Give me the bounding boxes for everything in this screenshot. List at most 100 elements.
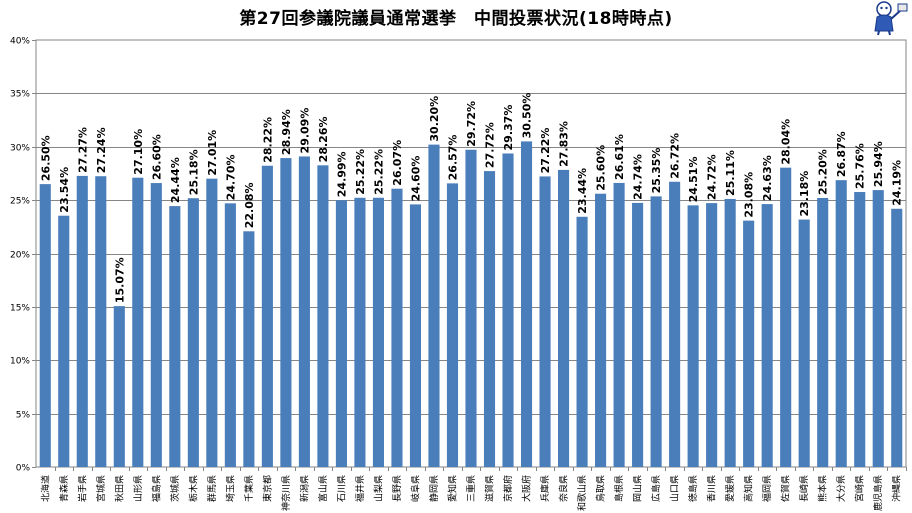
category-label: 福島県	[150, 475, 162, 502]
data-label: 29.09%	[298, 108, 311, 154]
category-label: 滋賀県	[484, 475, 496, 502]
data-label: 24.74%	[632, 154, 645, 200]
bar	[872, 190, 884, 467]
category-label: 鹿児島県	[872, 475, 884, 511]
data-label: 26.72%	[669, 133, 682, 179]
data-label: 27.10%	[132, 129, 145, 175]
y-tick-label: 40%	[10, 37, 30, 47]
bar	[354, 197, 366, 468]
data-label: 30.50%	[521, 93, 534, 139]
category-label: 大阪府	[521, 475, 533, 502]
bar	[132, 177, 144, 467]
data-label: 25.20%	[817, 149, 830, 195]
bar	[798, 219, 810, 467]
bar	[520, 141, 533, 467]
category-label: 福井県	[354, 475, 366, 502]
bar	[854, 192, 866, 467]
y-tick-label: 25%	[10, 197, 30, 207]
data-label: 24.60%	[409, 156, 422, 202]
data-label: 27.24%	[95, 127, 108, 173]
category-label: 奈良県	[558, 475, 570, 502]
data-label: 28.04%	[780, 119, 793, 165]
data-label: 26.07%	[391, 140, 404, 186]
bar	[724, 198, 736, 467]
bar	[576, 216, 588, 467]
category-label: 熊本県	[817, 475, 829, 502]
category-label: 新潟県	[298, 475, 310, 502]
data-label: 25.22%	[372, 149, 385, 195]
category-label: 岐阜県	[409, 475, 421, 502]
bar	[187, 198, 199, 468]
bar	[280, 158, 292, 468]
data-label: 26.60%	[150, 134, 163, 180]
category-label: 大分県	[835, 475, 847, 502]
bar	[428, 144, 440, 468]
bar	[317, 165, 329, 467]
bar	[335, 200, 347, 467]
data-label: 29.72%	[465, 101, 478, 147]
category-label: 和歌山県	[576, 475, 588, 511]
bar	[613, 182, 625, 468]
category-label: 埼玉県	[224, 475, 236, 502]
category-label: 三重県	[465, 475, 477, 502]
bar	[483, 171, 496, 468]
data-label: 25.11%	[724, 150, 737, 196]
data-label: 23.54%	[58, 167, 71, 213]
bar	[706, 203, 718, 467]
bar	[743, 220, 755, 467]
data-label: 15.07%	[113, 257, 126, 303]
data-label: 26.87%	[835, 131, 848, 177]
category-label: 長崎県	[798, 475, 810, 502]
category-label: 京都府	[502, 475, 514, 502]
category-label: 宮城県	[95, 475, 107, 502]
bar	[298, 156, 310, 468]
bar	[169, 206, 181, 467]
data-label: 24.19%	[891, 160, 904, 206]
data-label: 23.08%	[743, 172, 756, 218]
y-tick-label: 30%	[10, 144, 30, 154]
bar	[632, 202, 644, 467]
category-label: 香川県	[707, 475, 718, 502]
category-label: 兵庫県	[539, 475, 551, 502]
category-label: 愛媛県	[724, 475, 736, 502]
bar	[761, 204, 773, 467]
bar	[539, 176, 551, 467]
bar	[669, 181, 681, 467]
bar	[113, 306, 125, 467]
data-label: 24.51%	[687, 157, 700, 203]
data-label: 25.18%	[187, 149, 200, 195]
data-label: 24.63%	[761, 155, 774, 201]
category-label: 佐賀県	[780, 475, 792, 502]
y-tick-label: 15%	[10, 304, 30, 314]
bar	[372, 197, 384, 468]
y-tick-label: 5%	[16, 411, 31, 421]
data-label: 29.37%	[502, 105, 515, 151]
data-label: 27.72%	[484, 122, 497, 168]
category-label: 山梨県	[372, 475, 384, 502]
data-label: 28.94%	[280, 109, 293, 155]
y-tick-label: 0%	[16, 464, 31, 474]
category-label: 高知県	[743, 475, 755, 502]
bar	[650, 196, 662, 468]
data-label: 27.22%	[539, 128, 552, 174]
data-label: 30.20%	[428, 96, 441, 142]
bar	[243, 231, 255, 467]
data-label: 25.76%	[854, 143, 867, 189]
bar	[261, 165, 273, 467]
bar	[224, 203, 236, 467]
category-label: 岩手県	[76, 475, 88, 502]
data-label: 24.99%	[335, 151, 348, 197]
category-label: 青森県	[58, 475, 70, 502]
category-label: 徳島県	[687, 475, 699, 502]
data-label: 23.44%	[576, 168, 589, 214]
category-label: 山口県	[670, 475, 681, 502]
category-label: 岡山県	[633, 475, 644, 502]
data-label: 26.57%	[446, 135, 459, 181]
category-label: 北海道	[39, 475, 51, 502]
category-label: 山形県	[132, 475, 144, 502]
bar	[502, 153, 514, 467]
bar	[95, 176, 107, 467]
chart-title: 第27回参議院議員通常選挙 中間投票状況(18時時点)	[239, 9, 673, 29]
y-tick-label: 35%	[10, 90, 30, 100]
